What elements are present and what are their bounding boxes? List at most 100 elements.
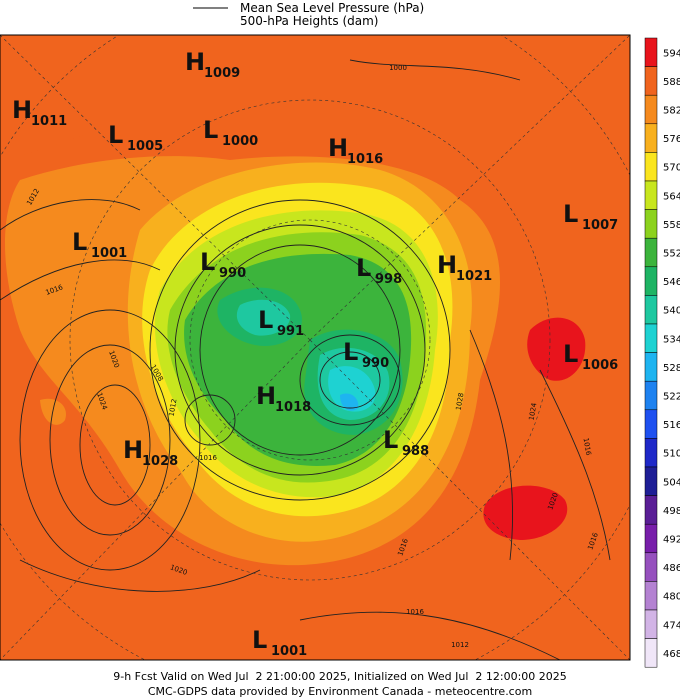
center-value: 1001 xyxy=(91,246,127,261)
center-value: 991 xyxy=(277,324,304,339)
colorbar-swatch xyxy=(644,409,658,439)
colorbar-swatch xyxy=(644,609,658,639)
colorbar-swatch xyxy=(644,37,658,67)
colorbar-swatch xyxy=(644,323,658,353)
colorbar-label: 582 xyxy=(663,106,680,117)
colorbar-label: 522 xyxy=(663,392,680,403)
colorbar-label: 564 xyxy=(663,191,680,202)
center-value: 1021 xyxy=(456,269,492,284)
colorbar-swatch xyxy=(644,581,658,611)
pressure-center: L 1006 xyxy=(563,340,618,373)
isobar-label: 1016 xyxy=(199,454,217,462)
colorbar-label: 486 xyxy=(663,563,680,574)
pressure-center: L 988 xyxy=(383,426,429,459)
center-letter: H xyxy=(185,48,205,76)
colorbar-label: 480 xyxy=(663,592,680,603)
center-letter: H xyxy=(328,134,348,162)
center-letter: L xyxy=(72,228,87,256)
colorbar-swatch xyxy=(644,123,658,153)
colorbar-label: 510 xyxy=(663,449,680,460)
isobar-label: 1016 xyxy=(406,608,424,616)
colorbar-swatch xyxy=(644,523,658,554)
center-letter: H xyxy=(12,96,32,124)
colorbar-label: 552 xyxy=(663,249,680,260)
pressure-center: L 1007 xyxy=(563,200,618,233)
center-value: 1001 xyxy=(271,644,307,659)
colorbar-swatch xyxy=(644,495,658,525)
colorbar-swatch xyxy=(644,94,658,125)
center-value: 1018 xyxy=(275,400,311,415)
colorbar-label: 558 xyxy=(663,220,680,231)
pressure-center: L 991 xyxy=(258,306,304,339)
colorbar-swatch xyxy=(644,380,658,411)
isobar-label: 1000 xyxy=(389,64,407,72)
center-value: 1007 xyxy=(582,218,618,233)
colorbar-label: 540 xyxy=(663,306,680,317)
colorbar-label: 528 xyxy=(663,363,680,374)
pressure-center: L 990 xyxy=(200,248,246,281)
legend-text: Mean Sea Level Pressure (hPa) xyxy=(240,1,424,15)
colorbar-swatch xyxy=(644,266,658,296)
center-value: 988 xyxy=(402,444,429,459)
center-letter: L xyxy=(258,306,273,334)
pressure-center: L 1005 xyxy=(108,121,163,154)
colorbar-label: 570 xyxy=(663,163,680,174)
colorbar-swatch xyxy=(644,152,658,182)
center-letter: L xyxy=(343,338,358,366)
colorbar-label: 546 xyxy=(663,277,680,288)
center-letter: H xyxy=(256,382,276,410)
center-letter: L xyxy=(383,426,398,454)
colorbar-label: 594 xyxy=(663,48,680,59)
colorbar-swatch xyxy=(644,466,658,496)
colorbar-label: 588 xyxy=(663,77,680,88)
center-value: 998 xyxy=(375,272,402,287)
pressure-center: L 990 xyxy=(343,338,389,371)
isobar-label: 1028 xyxy=(455,392,466,411)
center-value: 1009 xyxy=(204,66,240,81)
colorbar-swatch xyxy=(644,552,658,582)
center-value: 1016 xyxy=(347,152,383,167)
center-letter: L xyxy=(252,626,267,654)
colorbar-swatch xyxy=(644,638,658,668)
isobars xyxy=(0,59,611,660)
center-value: 1006 xyxy=(582,358,618,373)
colorbar-label: 534 xyxy=(663,334,680,345)
colorbar-label: 516 xyxy=(663,420,680,431)
center-letter: L xyxy=(563,340,578,368)
colorbar-swatch xyxy=(644,180,658,210)
colorbar-swatch xyxy=(644,352,658,382)
isobar-label: 1024 xyxy=(528,402,539,421)
center-value: 1000 xyxy=(222,134,258,149)
center-letter: H xyxy=(123,436,143,464)
colorbar-swatch xyxy=(644,237,658,268)
center-letter: L xyxy=(108,121,123,149)
center-letter: L xyxy=(563,200,578,228)
center-letter: H xyxy=(437,251,457,279)
pressure-center: L 1001 xyxy=(72,228,127,261)
center-value: 990 xyxy=(219,266,246,281)
center-letter: L xyxy=(203,116,218,144)
map-frame xyxy=(0,34,631,661)
footer-text: CMC-GDPS data provided by Environment Ca… xyxy=(148,685,532,698)
colorbar-swatch xyxy=(644,209,658,239)
colorbar-swatch xyxy=(644,66,658,96)
footer-text: 9-h Fcst Valid on Wed Jul 2 21:00:00 202… xyxy=(113,670,567,683)
center-letter: L xyxy=(356,254,371,282)
colorbar-label: 576 xyxy=(663,134,680,145)
isobar-label: 1012 xyxy=(168,398,179,417)
colorbar-label: 492 xyxy=(663,535,680,546)
center-letter: L xyxy=(200,248,215,276)
legend-text: 500-hPa Heights (dam) xyxy=(240,14,378,28)
colorbar-swatch xyxy=(644,295,658,325)
center-value: 1011 xyxy=(31,114,67,129)
pressure-center: L 1000 xyxy=(203,116,258,149)
